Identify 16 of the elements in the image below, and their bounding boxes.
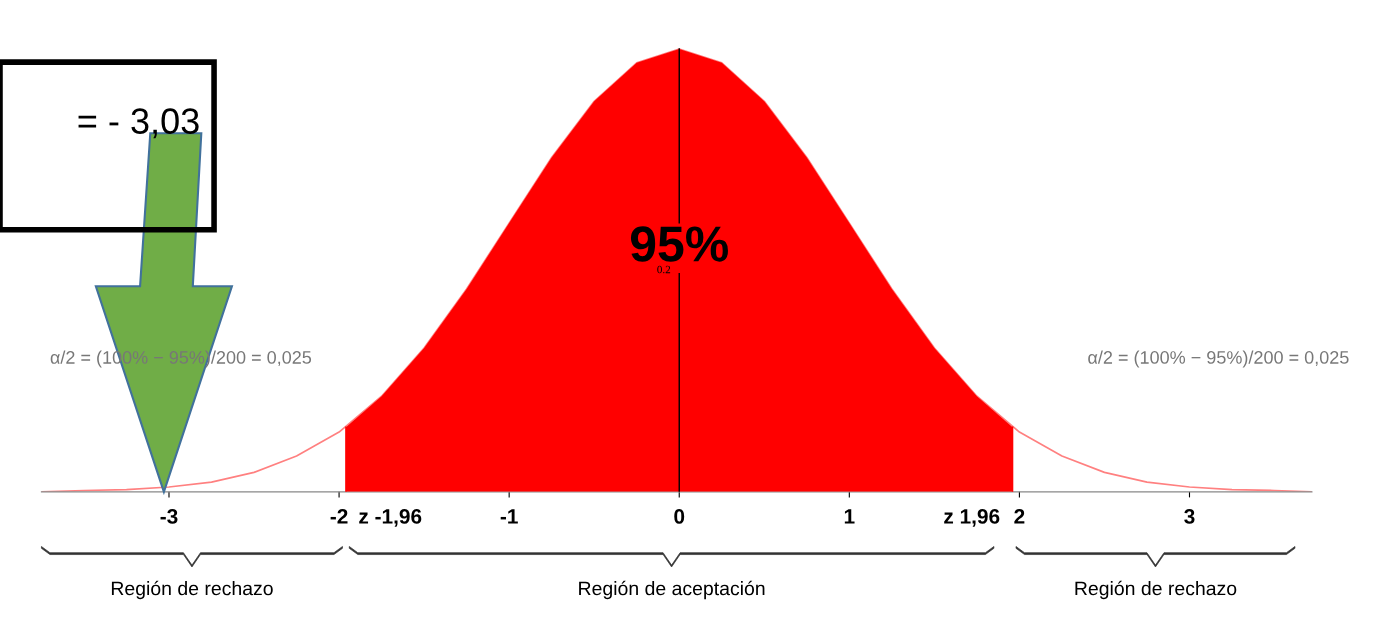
text: Región de aceptación	[579, 580, 765, 600]
x-tick-label: -1	[500, 509, 518, 524]
annotation: 0.2	[657, 265, 671, 274]
text: Región de rechazo	[1075, 580, 1237, 600]
x-tick-label: 0	[674, 509, 685, 524]
x-tick-label: 1	[844, 509, 855, 524]
annotation: 95%	[630, 226, 728, 262]
annotation: = - 3,03	[78, 108, 199, 139]
x-tick-label: 3	[1184, 509, 1195, 524]
x-tick-label: -2	[330, 509, 348, 524]
annotation: α/2 = (100% − 95%)/200 = 0,025	[1088, 350, 1349, 368]
ref-line-label: z 1,96	[944, 509, 1000, 527]
text: Región de rechazo	[111, 580, 273, 600]
x-tick-label: -3	[160, 509, 178, 524]
ref-line-label: z -1,96	[359, 509, 422, 527]
x-tick-label: 2	[1014, 509, 1025, 524]
